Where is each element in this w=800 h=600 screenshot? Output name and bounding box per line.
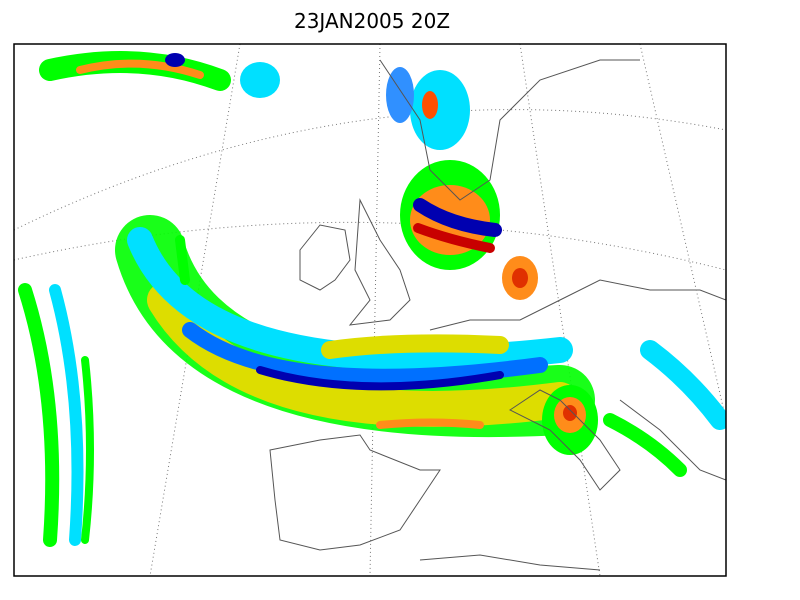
wind-cell <box>413 223 495 253</box>
wind-band <box>127 227 573 372</box>
wind-cell <box>603 413 687 477</box>
wind-band <box>182 322 548 385</box>
wind-cell <box>413 198 502 237</box>
map-area <box>14 44 726 576</box>
wind-cell <box>240 62 280 98</box>
wind-cell <box>386 67 414 123</box>
grid-line <box>519 44 601 576</box>
wind-band <box>18 283 60 547</box>
coastline <box>509 389 621 491</box>
wind-band <box>321 334 509 359</box>
wind-band <box>175 235 190 285</box>
grid-line <box>14 109 726 231</box>
wind-band <box>376 418 484 429</box>
wind-cell <box>563 405 577 421</box>
grid-line <box>369 44 381 576</box>
map-frame <box>13 43 727 577</box>
coastline <box>429 279 726 331</box>
wind-cell <box>165 53 185 67</box>
coastline <box>379 59 640 201</box>
wind-band <box>81 356 94 544</box>
wind-cell <box>410 70 470 150</box>
coastline <box>299 224 351 291</box>
grid-line <box>639 44 726 421</box>
coastline <box>348 198 411 326</box>
wind-band <box>256 366 504 391</box>
wind-cell <box>76 59 204 79</box>
wind-cell <box>640 340 726 430</box>
coastline <box>269 434 441 551</box>
wind-cell <box>512 268 528 288</box>
coastline <box>419 554 601 571</box>
wind-band <box>49 284 84 546</box>
coastline <box>619 399 726 481</box>
map-title: 23JAN2005 20Z <box>294 9 450 33</box>
wind-cell <box>422 91 438 119</box>
